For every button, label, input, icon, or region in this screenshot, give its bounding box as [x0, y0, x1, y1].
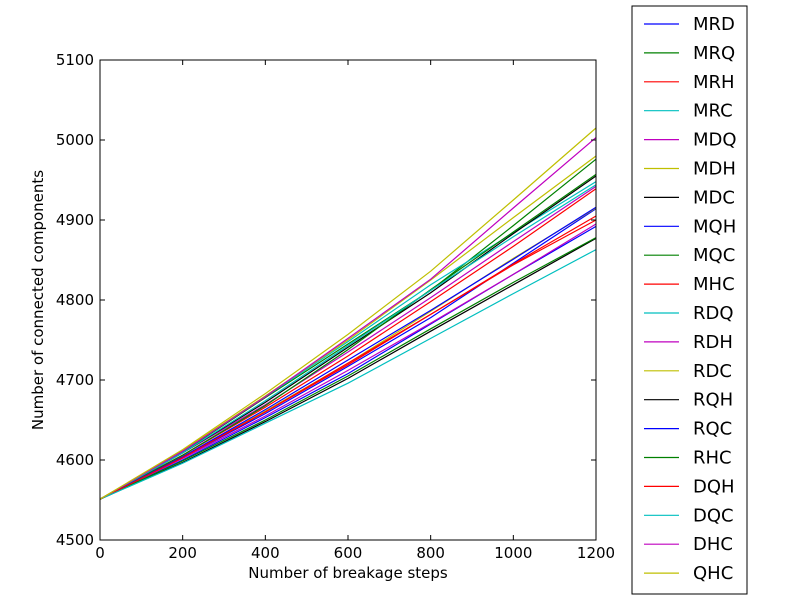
legend-label: RHC: [693, 448, 732, 469]
series-line-dqh: [99, 219, 597, 500]
y-tick-label: 4800: [56, 291, 94, 309]
x-tick-label: 400: [251, 544, 280, 562]
legend-label: MDH: [693, 159, 736, 180]
x-tick-label: 1200: [577, 544, 615, 562]
series-line-rdh: [99, 223, 597, 500]
series-line-rdc: [99, 155, 597, 500]
legend-label: RQC: [693, 419, 732, 440]
legend-label: DHC: [693, 534, 733, 555]
y-tick-label: 4900: [56, 211, 94, 229]
legend-label: MDQ: [693, 130, 737, 151]
legend-label: RQH: [693, 390, 733, 411]
legend-label: RDH: [693, 332, 733, 353]
plot-lines: [99, 127, 597, 500]
legend-label: DQH: [693, 476, 735, 497]
legend-label: MDC: [693, 187, 735, 208]
legend-label: RDC: [693, 361, 732, 382]
series-line-rhc: [99, 237, 597, 500]
legend-label: MRH: [693, 72, 735, 93]
plot-frame: [99, 59, 597, 541]
x-tick-label: 200: [168, 544, 197, 562]
y-tick-label: 4500: [56, 531, 94, 549]
series-line-mqc: [99, 173, 597, 500]
series-line-dqc: [99, 249, 597, 500]
legend: MRD MRQ MRH MRC MDQ MDH MDC MQH MQC MHC RDQ RDH RDC R…: [631, 5, 748, 595]
legend-label: MRQ: [693, 43, 735, 64]
series-line-qhc: [99, 127, 597, 500]
legend-box: [631, 5, 748, 595]
legend-label: MRC: [693, 101, 733, 122]
series-line-rdq: [99, 184, 597, 500]
legend-label: RDQ: [693, 303, 734, 324]
legend-label: MQH: [693, 216, 736, 237]
series-line-dhc: [99, 137, 597, 500]
series-line-mrq: [99, 158, 597, 500]
y-tick-label: 4600: [56, 451, 94, 469]
legend-label: MRD: [693, 14, 735, 35]
y-axis-label: Number of connected components: [29, 170, 47, 430]
axis-ticks: 0 200 400 600 800 1000 1200 4500 4600 4700 4800 490…: [56, 51, 615, 562]
series-line-mdq: [99, 185, 597, 500]
y-tick-label: 4700: [56, 371, 94, 389]
legend-label: DQC: [693, 505, 734, 526]
y-tick-label: 5100: [56, 51, 94, 69]
series-line-mdc: [99, 175, 597, 500]
y-tick-label: 5000: [56, 131, 94, 149]
x-tick-label: 800: [416, 544, 445, 562]
legend-label: MHC: [693, 274, 735, 295]
x-tick-label: 0: [95, 544, 105, 562]
series-line-rqh: [99, 237, 597, 500]
x-tick-label: 1000: [494, 544, 532, 562]
legend-label: QHC: [693, 563, 733, 584]
series-line-rqc: [99, 206, 597, 500]
x-tick-label: 600: [334, 544, 363, 562]
x-axis-label: Number of breakage steps: [248, 564, 448, 582]
legend-label: MQC: [693, 245, 735, 266]
